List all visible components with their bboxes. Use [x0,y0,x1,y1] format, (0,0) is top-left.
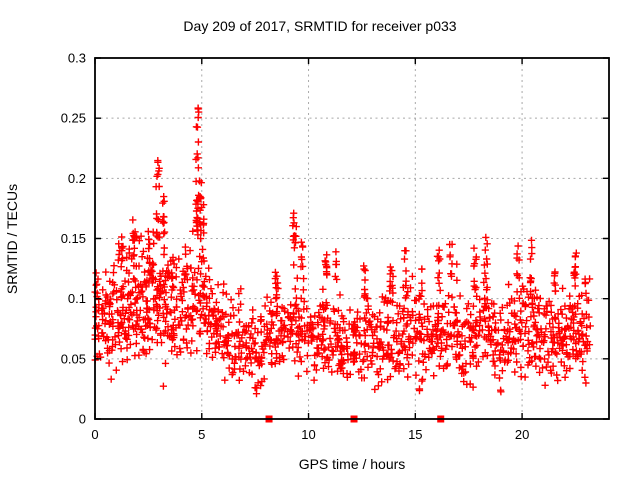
y-axis-label: SRMTID / TECUs [4,184,20,294]
srmtid-scatter-points [91,104,594,398]
x-tick-label: 20 [515,427,529,442]
chart-title: Day 209 of 2017, SRMTID for receiver p03… [183,18,456,34]
grid-lines [95,58,609,419]
y-tick-label: 0.05 [61,351,86,366]
x-tick-labels: 0 5 10 15 20 [91,427,529,442]
x-tick-label: 0 [91,427,98,442]
y-tick-label: 0.1 [68,291,86,306]
y-tick-label: 0.15 [61,231,86,246]
x-axis-label: GPS time / hours [299,456,406,472]
x-tick-label: 5 [198,427,205,442]
y-tick-label: 0.25 [61,111,86,126]
y-tick-label: 0.2 [68,171,86,186]
x-tick-label: 10 [301,427,315,442]
plot-border [94,57,610,420]
y-tick-label: 0 [79,412,86,427]
y-tick-labels: 0 0.05 0.1 0.15 0.2 0.25 0.3 [61,51,86,427]
y-tick-label: 0.3 [68,51,86,66]
x-tick-label: 15 [408,427,422,442]
